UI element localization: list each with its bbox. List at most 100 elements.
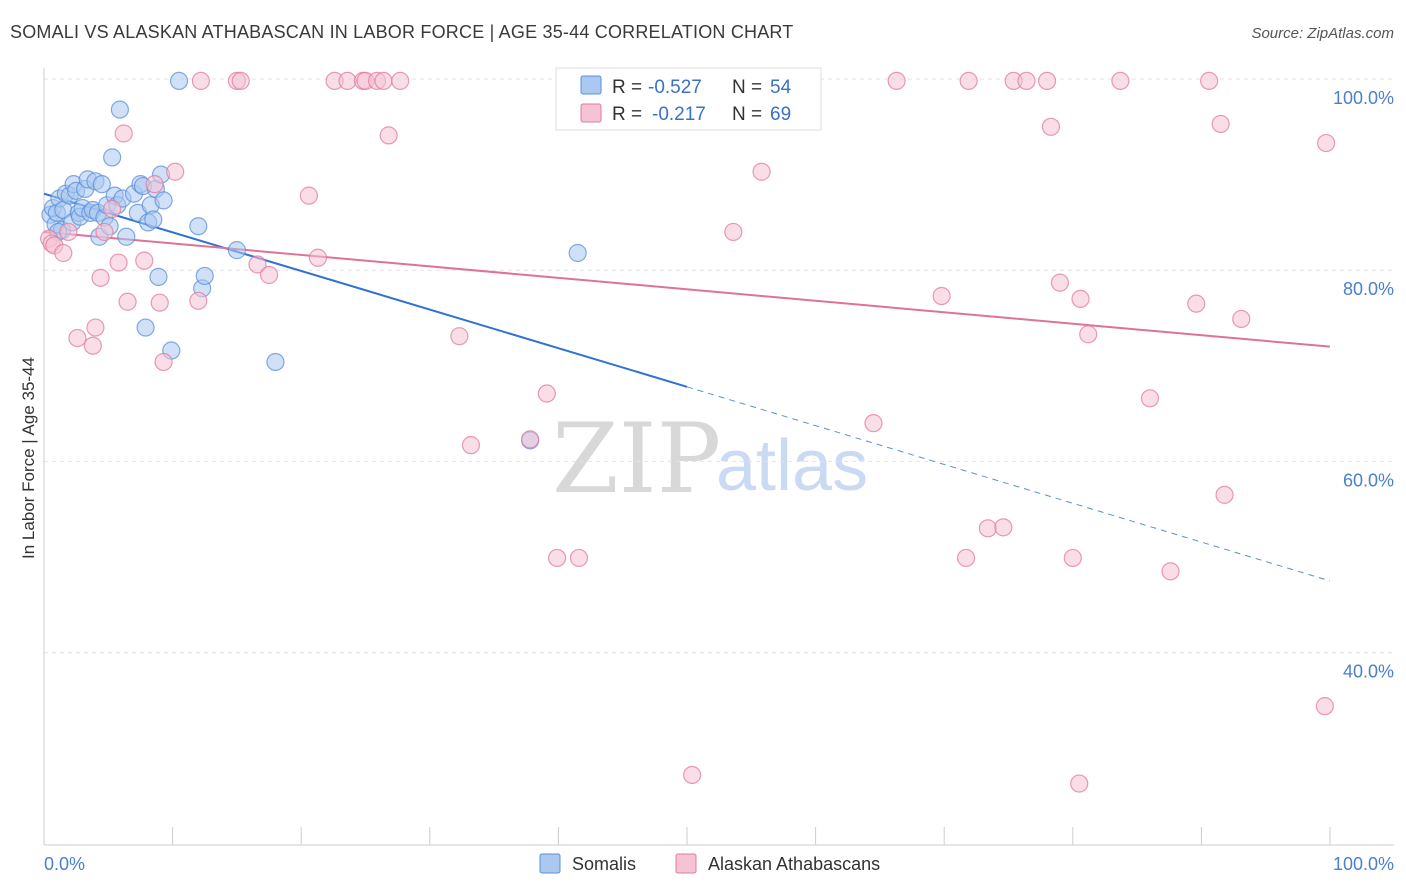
point-somalis-41 — [149, 267, 168, 286]
y-tick-labels: 100.0% 80.0% 60.0% 40.0% — [1333, 88, 1394, 682]
point-athabascans-59 — [1111, 71, 1130, 91]
point-athabascans-50 — [994, 518, 1013, 537]
trendline-athabascans — [43, 230, 1331, 348]
point-athabascans-extra-0 — [683, 765, 702, 785]
legend-somalis-n-value: 54 — [770, 77, 792, 98]
point-athabascans-41 — [724, 222, 743, 242]
point-athabascans-64 — [1211, 114, 1230, 134]
point-athabascans-13 — [118, 292, 137, 311]
point-athabascans-62 — [1187, 294, 1206, 313]
point-athabascans-25 — [299, 186, 319, 205]
point-athabascans-26 — [308, 248, 328, 267]
point-athabascans-58 — [1079, 325, 1098, 344]
point-somalis-31 — [117, 227, 136, 246]
point-athabascans-24 — [259, 265, 279, 285]
point-athabascans-46 — [932, 286, 951, 306]
point-somalis-39 — [144, 210, 163, 229]
point-somalis-22 — [92, 175, 111, 194]
x-tick-label-max: 100.0% — [1333, 854, 1394, 874]
point-athabascans-33 — [379, 126, 398, 145]
point-athabascans-23 — [248, 255, 267, 274]
point-athabascans-28 — [338, 71, 357, 91]
y-tick-label-3: 40.0% — [1343, 662, 1394, 682]
point-somalis-45 — [169, 71, 189, 91]
point-athabascans-54 — [1041, 117, 1061, 136]
watermark: ZIP atlas — [552, 403, 868, 515]
point-athabascans-3 — [54, 243, 73, 263]
point-athabascans-4 — [59, 222, 78, 242]
point-somalis-43 — [154, 191, 173, 210]
x-tick-label-min: 0.0% — [44, 854, 85, 874]
legend-somalis-r-value: -0.527 — [648, 77, 702, 98]
series-legend: Somalis Alaskan Athabascans — [539, 853, 880, 874]
point-athabascans-36 — [461, 436, 481, 455]
legend-swatch-somalis — [580, 75, 602, 95]
point-athabascans-7 — [86, 318, 105, 337]
point-athabascans-6 — [83, 336, 102, 355]
point-athabascans-5 — [68, 328, 87, 348]
chart-title: SOMALI VS ALASKAN ATHABASCAN IN LABOR FO… — [10, 22, 794, 42]
stats-legend: R = -0.527 N = 54 R = -0.217 N = 69 — [555, 67, 822, 131]
point-athabascans-32 — [374, 71, 393, 91]
point-athabascans-8 — [91, 268, 110, 287]
point-athabascans-65 — [1215, 485, 1234, 504]
series-legend-somalis: Somalis — [572, 854, 636, 874]
point-athabascans-37 — [521, 430, 540, 449]
y-axis-label: In Labor Force | Age 35-44 — [19, 357, 38, 559]
point-athabascans-16 — [150, 293, 169, 312]
point-athabascans-47 — [956, 548, 976, 568]
y-tick-label-0: 100.0% — [1333, 88, 1394, 108]
point-athabascans-44 — [864, 414, 883, 433]
point-athabascans-10 — [103, 199, 122, 219]
series-legend-swatch-athabascans — [675, 853, 697, 874]
series-legend-swatch-somalis — [539, 853, 561, 874]
point-athabascans-9 — [95, 222, 114, 242]
point-athabascans-45 — [887, 71, 906, 91]
point-athabascans-35 — [450, 327, 469, 346]
axes — [43, 68, 1394, 846]
point-athabascans-40 — [569, 548, 589, 568]
legend-somalis-n-label: N = — [732, 77, 762, 98]
point-athabascans-34 — [391, 71, 410, 91]
point-somalis-36 — [136, 318, 155, 337]
point-athabascans-60 — [1140, 389, 1160, 408]
point-athabascans-49 — [978, 519, 998, 538]
point-athabascans-22 — [231, 71, 250, 91]
point-athabascans-52 — [1017, 71, 1036, 91]
point-athabascans-11 — [109, 253, 128, 272]
legend-somalis-r-label: R = — [612, 77, 642, 98]
point-somalis-46 — [189, 217, 208, 236]
point-somalis-29 — [110, 100, 129, 119]
y-tick-label-1: 80.0% — [1343, 279, 1394, 299]
point-athabascans-53 — [1037, 71, 1057, 91]
point-athabascans-61 — [1161, 562, 1180, 581]
legend-athabascans-n-value: 69 — [770, 104, 791, 125]
point-athabascans-63 — [1200, 71, 1219, 91]
point-athabascans-12 — [114, 124, 133, 143]
point-somalis-50 — [266, 352, 285, 372]
point-athabascans-56 — [1063, 548, 1082, 568]
point-athabascans-20 — [191, 71, 210, 91]
series-legend-athabascans: Alaskan Athabascans — [708, 854, 880, 874]
point-athabascans-67 — [1317, 133, 1336, 153]
point-athabascans-17 — [154, 352, 173, 372]
point-athabascans-19 — [189, 291, 208, 310]
point-somalis-52 — [568, 243, 587, 263]
watermark-atlas: atlas — [716, 426, 868, 506]
point-athabascans-57 — [1071, 289, 1090, 308]
point-athabascans-42 — [752, 162, 771, 181]
gridlines — [44, 78, 1394, 654]
point-somalis-48 — [195, 266, 214, 286]
legend-swatch-athabascans — [580, 103, 602, 123]
point-athabascans-48 — [959, 71, 978, 91]
point-athabascans-extra-1 — [1070, 774, 1089, 793]
legend-athabascans-r-value: -0.217 — [652, 104, 706, 125]
point-athabascans-68 — [1315, 697, 1334, 716]
point-athabascans-39 — [548, 548, 567, 568]
point-somalis-49 — [227, 241, 246, 260]
point-athabascans-15 — [145, 175, 164, 194]
point-somalis-26 — [103, 148, 122, 167]
legend-athabascans-n-label: N = — [732, 104, 762, 125]
point-athabascans-38 — [537, 384, 556, 403]
